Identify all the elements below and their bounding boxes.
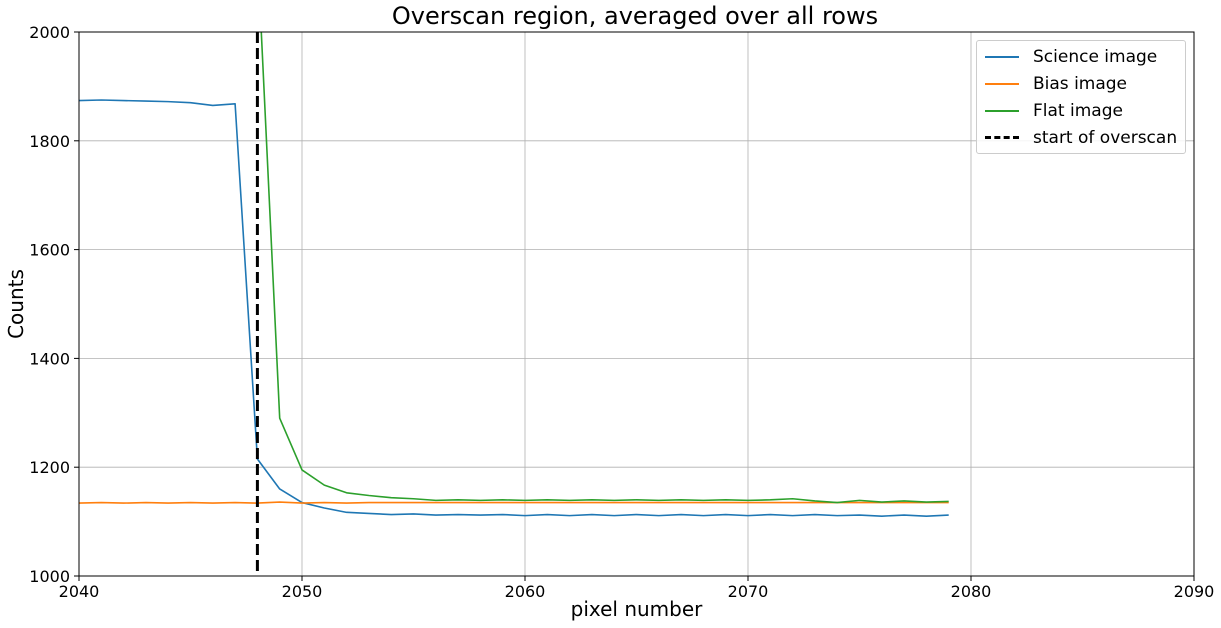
y-axis-label: Counts — [4, 269, 28, 339]
legend-label-overscan: start of overscan — [1033, 127, 1178, 148]
legend: Science image Bias image Flat image star… — [976, 40, 1186, 154]
y-axis-ticks: 1000 1200 1400 1600 1800 2000 — [29, 23, 79, 586]
y-tick-label: 2000 — [29, 23, 70, 42]
x-tick-label: 2090 — [1174, 582, 1215, 601]
legend-entry-flat: Flat image — [977, 97, 1185, 124]
x-tick-label: 2060 — [505, 582, 546, 601]
y-tick-label: 1000 — [29, 567, 70, 586]
series-line-science-image — [79, 99, 949, 517]
legend-swatch-bias — [985, 82, 1019, 85]
legend-label-flat: Flat image — [1033, 100, 1123, 121]
x-axis-label: pixel number — [570, 597, 703, 621]
legend-entry-overscan: start of overscan — [977, 124, 1185, 151]
x-tick-label: 2040 — [59, 582, 100, 601]
data-series — [79, 32, 949, 517]
legend-entry-bias: Bias image — [977, 70, 1185, 97]
legend-label-science: Science image — [1033, 46, 1158, 67]
y-tick-label: 1400 — [29, 349, 70, 368]
legend-swatch-science — [985, 55, 1019, 58]
series-line-flat-image — [260, 32, 949, 504]
x-axis-ticks: 2040 2050 2060 2070 2080 2090 — [59, 576, 1215, 601]
legend-entry-science: Science image — [977, 43, 1185, 70]
chart-title: Overscan region, averaged over all rows — [391, 2, 879, 30]
x-tick-label: 2070 — [728, 582, 769, 601]
y-tick-label: 1800 — [29, 132, 70, 151]
y-tick-label: 1200 — [29, 458, 70, 477]
legend-label-bias: Bias image — [1033, 73, 1128, 94]
x-tick-label: 2050 — [282, 582, 323, 601]
legend-swatch-overscan — [985, 136, 1019, 139]
series-line-bias-image — [79, 501, 949, 504]
legend-swatch-flat — [985, 109, 1019, 112]
plot-frame — [78, 31, 1195, 577]
x-tick-label: 2080 — [951, 582, 992, 601]
y-tick-label: 1600 — [29, 241, 70, 260]
